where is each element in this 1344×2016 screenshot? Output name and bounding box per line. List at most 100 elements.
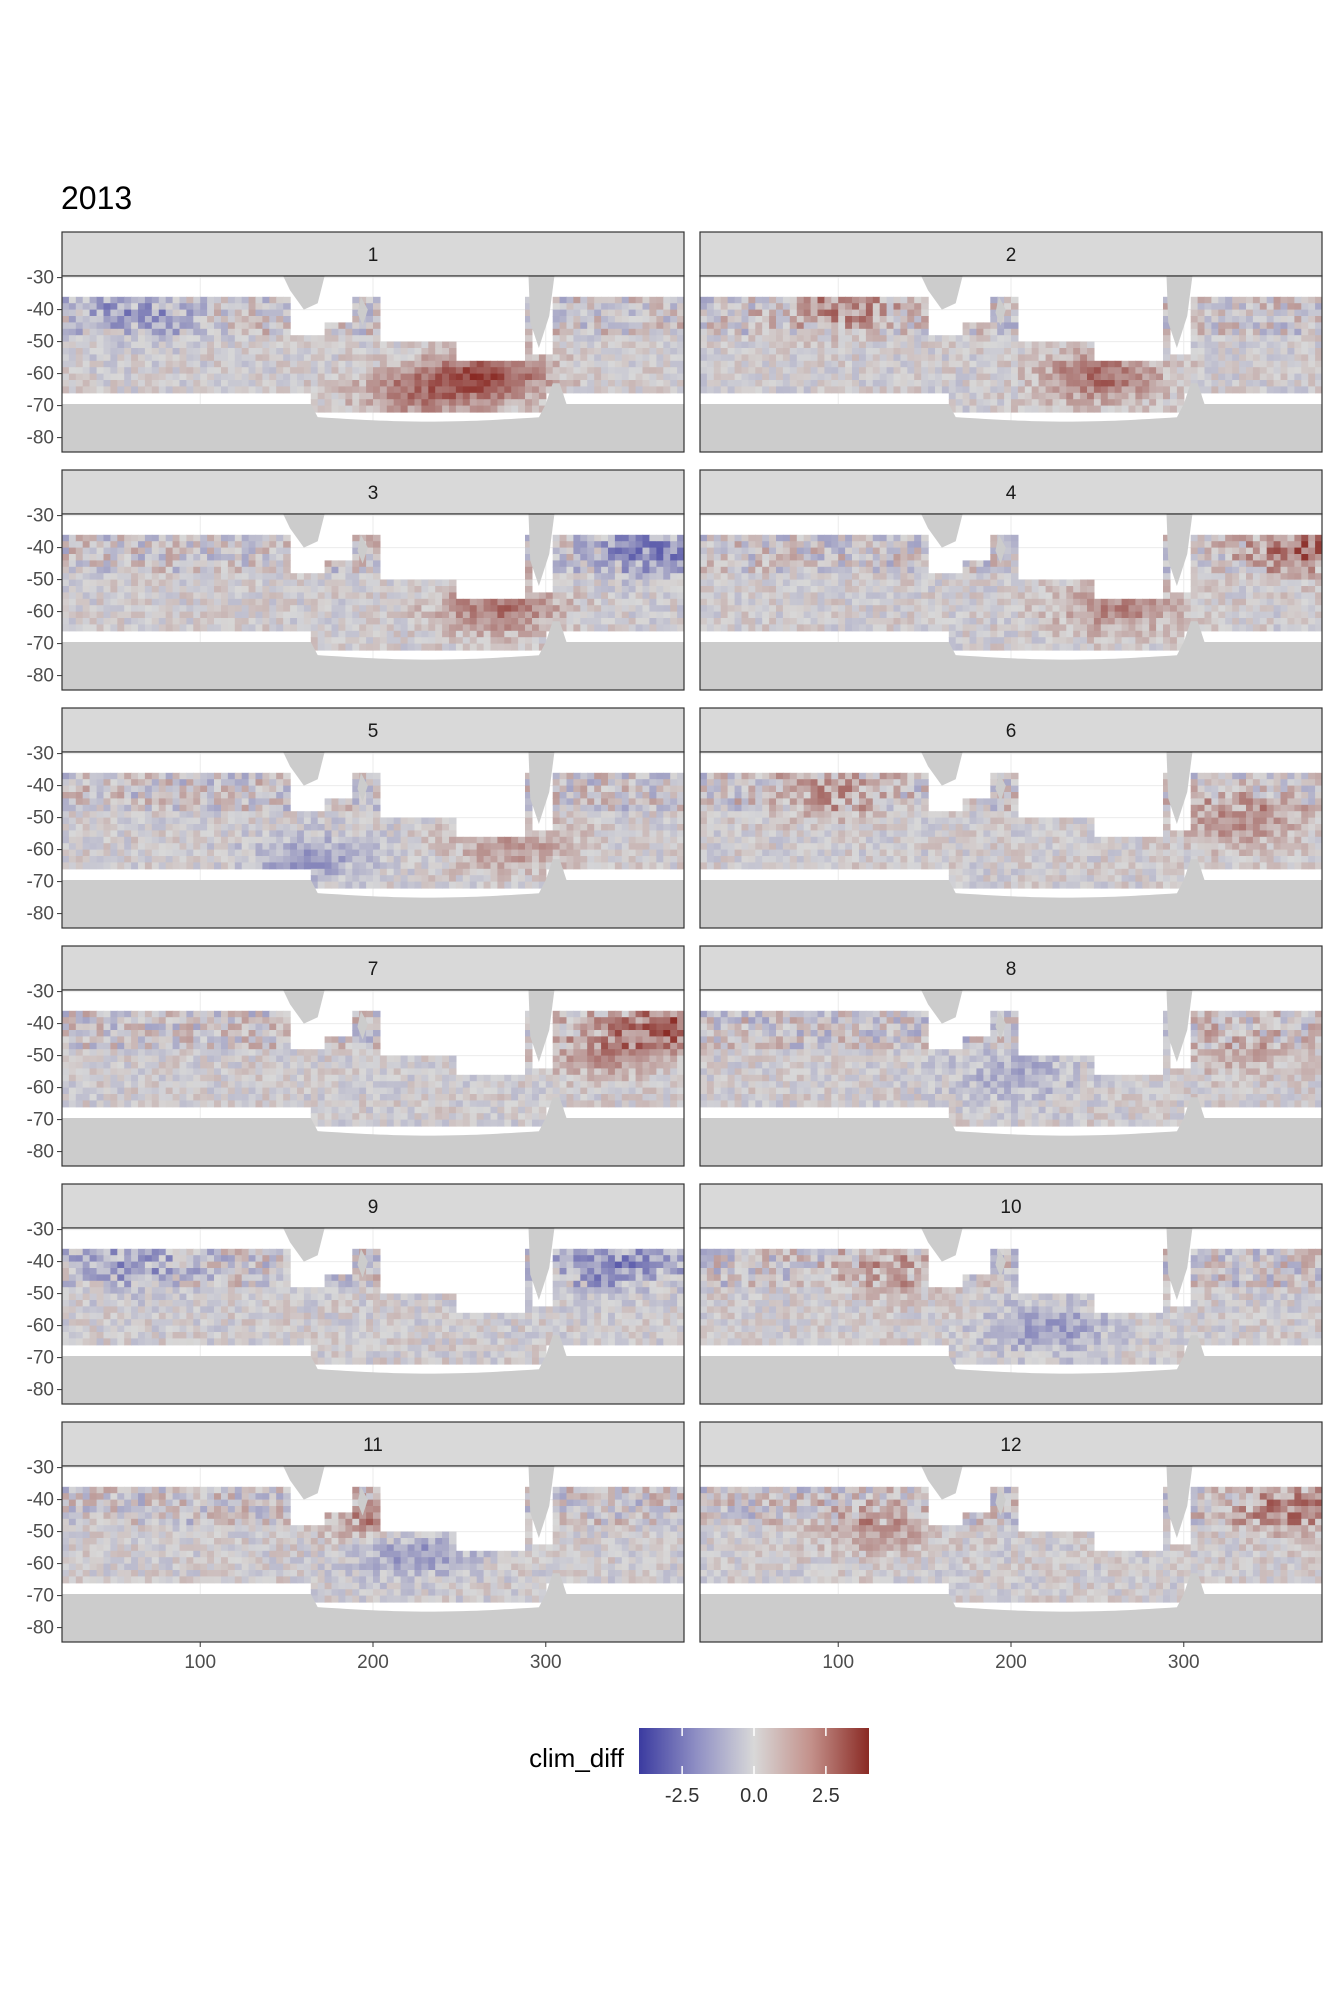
antarctic-peninsula-land bbox=[554, 1576, 567, 1606]
africa-land bbox=[283, 514, 325, 548]
y-tick-label: -60 bbox=[27, 1554, 54, 1575]
panel-border bbox=[699, 513, 1323, 691]
south-america-land bbox=[528, 752, 555, 824]
madagascar-land bbox=[995, 772, 1006, 802]
madagascar-land bbox=[357, 1248, 368, 1278]
x-tick-label: 300 bbox=[1168, 1652, 1200, 1673]
facet-label: 3 bbox=[368, 483, 379, 504]
heatmap-cells bbox=[62, 1010, 684, 1127]
facet-label: 1 bbox=[368, 245, 379, 266]
facet-label: 11 bbox=[363, 1435, 383, 1456]
facet-panel-1: 1 -30 -40 -50 -60 -70 -80 bbox=[27, 231, 685, 453]
africa-land bbox=[283, 1228, 325, 1262]
y-tick-label: -60 bbox=[27, 840, 54, 861]
heatmap-cells bbox=[700, 534, 1322, 651]
facet-strip bbox=[699, 707, 1323, 753]
facet-label: 10 bbox=[1000, 1197, 1021, 1218]
y-tick-label: -30 bbox=[27, 268, 54, 289]
facet-strip bbox=[699, 1183, 1323, 1229]
x-tick-label: 200 bbox=[995, 1652, 1027, 1673]
y-tick-label: -50 bbox=[27, 332, 54, 353]
facet-strip bbox=[61, 1421, 685, 1467]
africa-land bbox=[921, 514, 963, 548]
y-tick-label: -60 bbox=[27, 364, 54, 385]
facet-label: 7 bbox=[368, 959, 379, 980]
x-tick-label: 300 bbox=[530, 1652, 562, 1673]
antarctic-peninsula-land bbox=[554, 1338, 567, 1368]
y-tick-label: -50 bbox=[27, 570, 54, 591]
facet-strip bbox=[61, 231, 685, 277]
antarctica-land bbox=[62, 990, 684, 1166]
south-america-land bbox=[528, 1466, 555, 1538]
africa-land bbox=[921, 1228, 963, 1262]
africa-land bbox=[921, 276, 963, 310]
facet-panels: 1 -30 -40 -50 -60 -70 -80 2 3 -30 -40 -50 -60 -70 -80 4… bbox=[27, 231, 1323, 1673]
facet-panel-3: 3 -30 -40 -50 -60 -70 -80 bbox=[27, 469, 685, 691]
south-america-land bbox=[528, 1228, 555, 1300]
legend-tick-label: -2.5 bbox=[665, 1785, 699, 1807]
y-tick-label: -50 bbox=[27, 808, 54, 829]
panel-border bbox=[699, 275, 1323, 453]
south-america-land bbox=[528, 990, 555, 1062]
antarctica-land bbox=[700, 990, 1322, 1166]
y-tick-label: -30 bbox=[27, 1458, 54, 1479]
facet-strip bbox=[699, 945, 1323, 991]
madagascar-land bbox=[995, 296, 1006, 326]
y-tick-label: -60 bbox=[27, 1078, 54, 1099]
y-tick-label: -50 bbox=[27, 1284, 54, 1305]
y-tick-label: -80 bbox=[27, 1142, 54, 1163]
y-tick-label: -40 bbox=[27, 1252, 54, 1273]
y-tick-label: -70 bbox=[27, 1110, 54, 1131]
y-tick-label: -50 bbox=[27, 1046, 54, 1067]
africa-land bbox=[921, 752, 963, 786]
legend-title: clim_diff bbox=[529, 1743, 625, 1773]
y-tick-label: -40 bbox=[27, 1490, 54, 1511]
panel-border bbox=[61, 751, 685, 929]
antarctica-land bbox=[700, 1466, 1322, 1642]
antarctic-peninsula-land bbox=[1192, 1338, 1205, 1368]
antarctica-land bbox=[62, 514, 684, 690]
y-tick-label: -70 bbox=[27, 634, 54, 655]
y-tick-label: -30 bbox=[27, 1220, 54, 1241]
y-tick-label: -70 bbox=[27, 1348, 54, 1369]
facet-label: 2 bbox=[1006, 245, 1017, 266]
x-tick-label: 100 bbox=[822, 1652, 854, 1673]
africa-land bbox=[283, 1466, 325, 1500]
heatmap-cells bbox=[700, 1010, 1322, 1127]
south-america-land bbox=[1166, 752, 1193, 824]
heatmap-cells bbox=[62, 296, 684, 413]
panel-border bbox=[699, 751, 1323, 929]
facet-panel-8: 8 bbox=[699, 945, 1323, 1167]
south-america-land bbox=[1166, 514, 1193, 586]
y-tick-label: -80 bbox=[27, 428, 54, 449]
antarctica-land bbox=[62, 276, 684, 452]
madagascar-land bbox=[995, 1486, 1006, 1516]
facet-panel-10: 10 bbox=[699, 1183, 1323, 1405]
south-america-land bbox=[1166, 1228, 1193, 1300]
madagascar-land bbox=[357, 772, 368, 802]
south-america-land bbox=[528, 514, 555, 586]
antarctic-peninsula-land bbox=[554, 386, 567, 416]
madagascar-land bbox=[995, 1010, 1006, 1040]
y-tick-label: -30 bbox=[27, 744, 54, 765]
madagascar-land bbox=[357, 296, 368, 326]
x-tick-label: 200 bbox=[357, 1652, 389, 1673]
antarctic-peninsula-land bbox=[1192, 386, 1205, 416]
facet-strip bbox=[699, 1421, 1323, 1467]
antarctica-land bbox=[62, 752, 684, 928]
facet-strip bbox=[61, 469, 685, 515]
y-tick-label: -60 bbox=[27, 1316, 54, 1337]
madagascar-land bbox=[357, 534, 368, 564]
facet-label: 5 bbox=[368, 721, 379, 742]
facet-label: 8 bbox=[1006, 959, 1017, 980]
antarctica-land bbox=[700, 276, 1322, 452]
facet-panel-12: 12 100 200 300 bbox=[699, 1421, 1323, 1673]
panel-border bbox=[61, 275, 685, 453]
y-tick-label: -80 bbox=[27, 666, 54, 687]
heatmap-cells bbox=[700, 1486, 1322, 1603]
madagascar-land bbox=[995, 1248, 1006, 1278]
south-america-land bbox=[528, 276, 555, 348]
y-tick-label: -40 bbox=[27, 1014, 54, 1035]
madagascar-land bbox=[357, 1010, 368, 1040]
heatmap-cells bbox=[62, 1248, 684, 1365]
